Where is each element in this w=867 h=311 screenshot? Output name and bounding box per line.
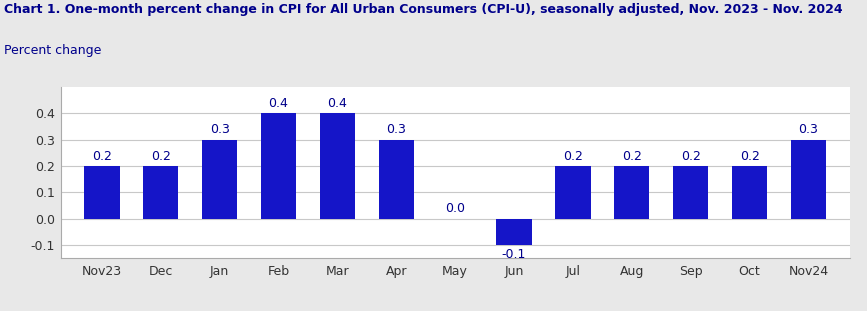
Bar bbox=[84, 166, 120, 219]
Bar bbox=[673, 166, 708, 219]
Text: -0.1: -0.1 bbox=[502, 248, 526, 261]
Text: 0.2: 0.2 bbox=[92, 150, 112, 163]
Text: Chart 1. One-month percent change in CPI for All Urban Consumers (CPI-U), season: Chart 1. One-month percent change in CPI… bbox=[4, 3, 843, 16]
Bar bbox=[143, 166, 179, 219]
Text: 0.4: 0.4 bbox=[328, 97, 348, 110]
Bar bbox=[791, 140, 826, 219]
Bar bbox=[555, 166, 590, 219]
Bar bbox=[202, 140, 238, 219]
Text: 0.0: 0.0 bbox=[445, 202, 466, 215]
Text: 0.2: 0.2 bbox=[740, 150, 759, 163]
Bar bbox=[320, 114, 355, 219]
Text: 0.3: 0.3 bbox=[387, 123, 407, 136]
Text: 0.2: 0.2 bbox=[681, 150, 701, 163]
Text: 0.3: 0.3 bbox=[210, 123, 230, 136]
Text: 0.2: 0.2 bbox=[622, 150, 642, 163]
Bar bbox=[732, 166, 767, 219]
Bar bbox=[497, 219, 531, 245]
Bar bbox=[614, 166, 649, 219]
Text: 0.4: 0.4 bbox=[269, 97, 289, 110]
Text: 0.2: 0.2 bbox=[151, 150, 171, 163]
Bar bbox=[261, 114, 297, 219]
Text: 0.3: 0.3 bbox=[799, 123, 818, 136]
Bar bbox=[379, 140, 414, 219]
Text: 0.2: 0.2 bbox=[563, 150, 583, 163]
Text: Percent change: Percent change bbox=[4, 44, 101, 57]
